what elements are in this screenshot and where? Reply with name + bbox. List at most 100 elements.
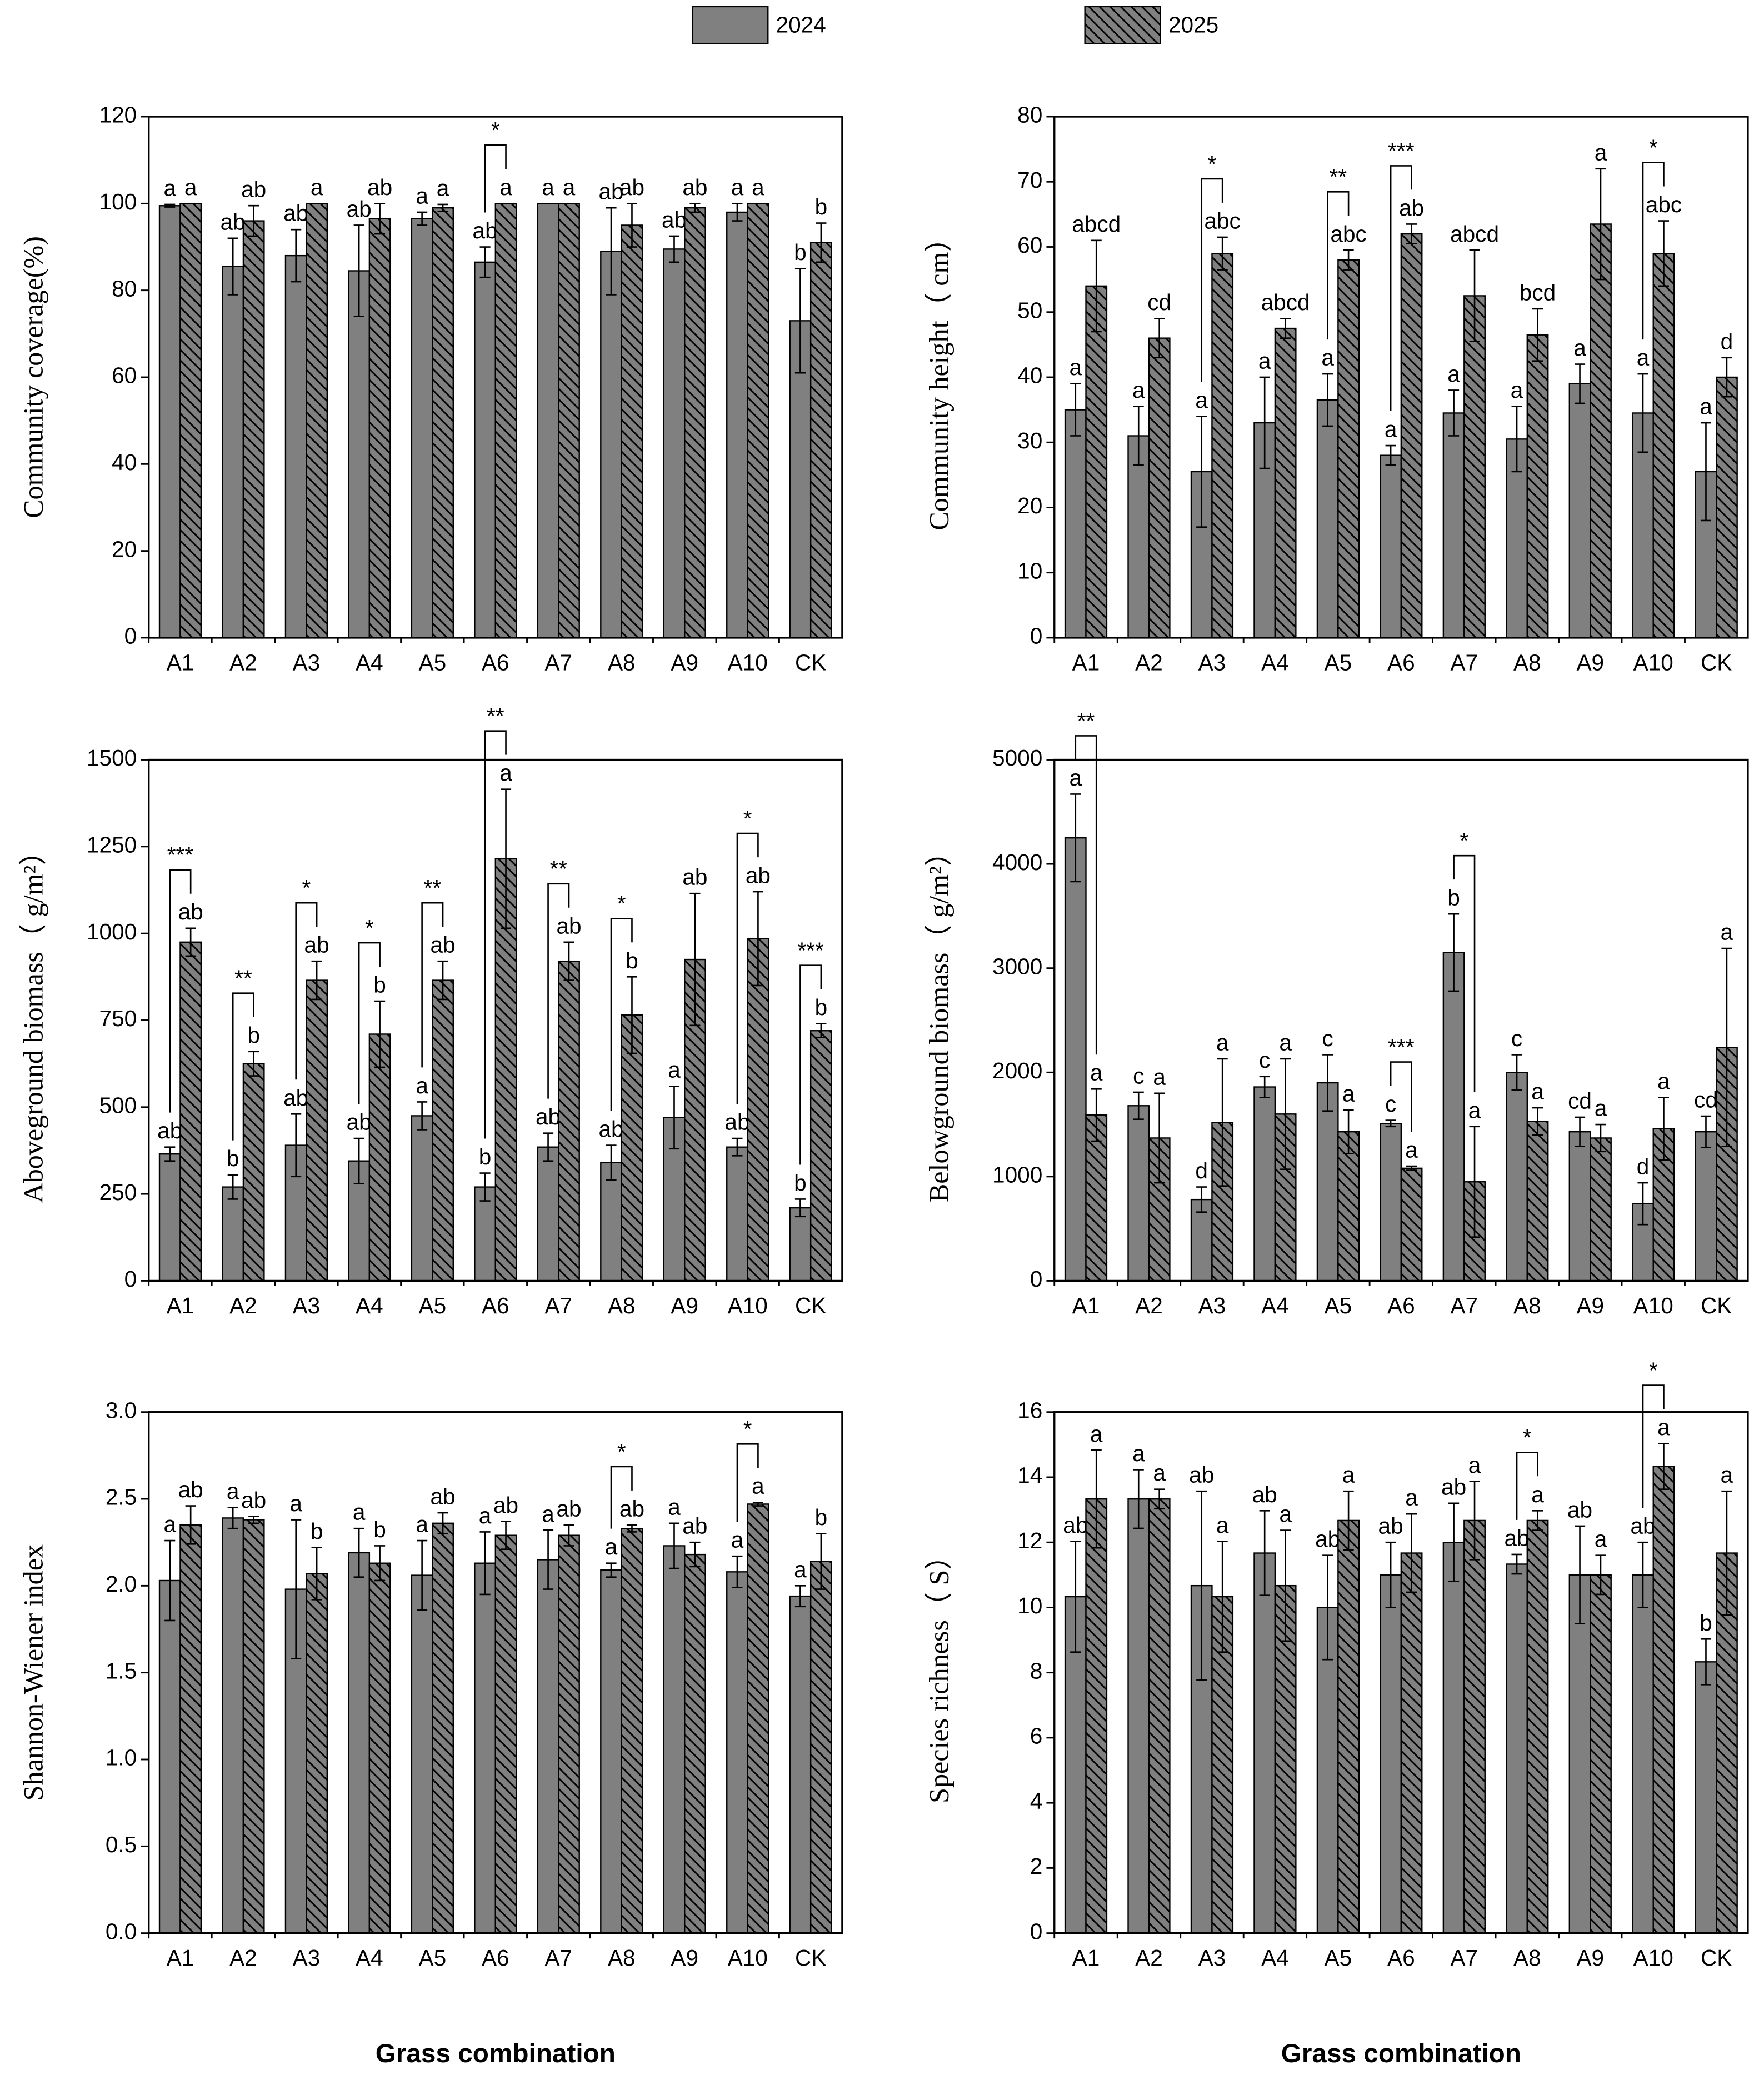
significance-letter: a [1385,417,1397,442]
bar [284,254,307,639]
significance-letter: a [1069,765,1082,791]
bar [368,218,391,639]
x-tick-label: A1 [1072,649,1100,675]
significance-letter: a [1279,1029,1292,1055]
significance-bracket [358,942,381,1104]
significance-letter: a [1595,1096,1607,1121]
x-tick-label: A7 [544,1945,572,1971]
x-tick-label: A2 [1135,1945,1163,1971]
x-tick-label: A9 [671,1945,698,1971]
error-bar [1469,1126,1480,1238]
significance-letter: a [752,1473,764,1499]
bar [621,1527,643,1934]
significance-letter: a [1153,1064,1166,1089]
x-tick-label: A4 [1261,1293,1289,1318]
significance-letter: a [668,1494,681,1519]
significance-star: ** [1330,164,1347,189]
error-bar [185,927,196,957]
bar [600,251,622,639]
significance-letter: ab [662,207,687,232]
x-tick-label: A5 [419,1293,447,1318]
x-tick-label: A3 [1198,1945,1226,1971]
significance-star: * [1649,134,1658,160]
significance-letter: a [1132,377,1145,403]
error-bar [1259,1510,1270,1597]
error-bar [1448,389,1460,437]
error-bar [1574,363,1586,404]
x-tick-label: A5 [419,649,447,675]
bar [1337,1131,1360,1282]
y-tick-label: 12 [1017,1528,1042,1553]
significance-letter: c [1322,1026,1333,1051]
significance-star: * [1208,151,1217,177]
error-bar [1322,1554,1333,1661]
significance-letter: ab [536,1104,561,1129]
significance-star: * [365,915,374,941]
significance-letter: a [1342,1081,1355,1106]
bar [432,1522,454,1934]
y-axis-label: Species richness（ S） [923,1542,954,1803]
x-tick-label: A9 [1576,649,1604,675]
bar [663,248,686,639]
significance-letter: ab [556,1496,581,1521]
y-tick-label: 1.5 [106,1658,137,1683]
y-tick-label: 500 [99,1093,137,1118]
significance-letter: ab [283,1085,308,1111]
bar [1442,952,1465,1282]
error-bar [1259,376,1270,469]
legend-label: 2024 [776,12,826,37]
error-bar [1511,1553,1522,1575]
x-tick-label: A3 [1198,1293,1226,1318]
x-tick-label: A5 [1325,1945,1352,1971]
bar [1064,409,1087,639]
y-tick-label: 0.5 [106,1832,137,1857]
error-bar [1385,1541,1396,1608]
x-tick-label: A8 [1513,1293,1541,1318]
y-tick-label: 5000 [992,745,1042,771]
significance-letter: a [1258,348,1271,373]
x-tick-label: A10 [1633,1945,1673,1971]
significance-letter: abcd [1072,211,1121,237]
error-bar [1658,220,1670,287]
significance-bracket [1390,165,1412,412]
error-bar [1448,913,1460,992]
x-tick-label: A10 [1633,649,1673,675]
y-tick-label: 3.0 [106,1397,137,1423]
significance-letter: a [542,1501,554,1527]
significance-letter: a [184,174,197,200]
error-bar [1658,1443,1670,1490]
significance-letter: a [163,1512,176,1537]
error-bar [248,1051,259,1077]
bar [1695,1661,1717,1934]
x-tick-label: A2 [229,1293,257,1318]
x-tick-label: CK [1701,649,1732,675]
bar [1274,327,1297,639]
x-tick-label: A9 [671,1293,698,1318]
significance-letter: ab [556,913,581,938]
significance-letter: a [1090,1421,1103,1447]
significance-letter: b [626,948,638,973]
significance-letter: abc [1646,192,1682,217]
legend-swatch [1084,6,1161,44]
error-bar [668,235,680,263]
error-bar [1196,1186,1207,1213]
error-bar [606,1562,617,1578]
significance-letter: abc [1204,208,1240,233]
bar [306,979,328,1282]
x-tick-label: A3 [293,1945,321,1971]
y-tick-label: 8 [1030,1658,1043,1683]
significance-bracket [421,902,444,1068]
significance-letter: a [163,175,176,201]
bar [411,1115,433,1282]
significance-letter: a [1405,1137,1418,1163]
x-tick-label: A5 [1325,649,1352,675]
error-bar [1091,1449,1102,1549]
bar [1590,223,1612,639]
y-axis-label: Belowground biomass（ g/m²） [923,838,954,1202]
bar [663,1545,686,1934]
bar [1380,454,1402,639]
error-bar [227,237,238,296]
significance-letter: ab [1630,1513,1655,1539]
significance-letter: d [1637,1154,1650,1179]
